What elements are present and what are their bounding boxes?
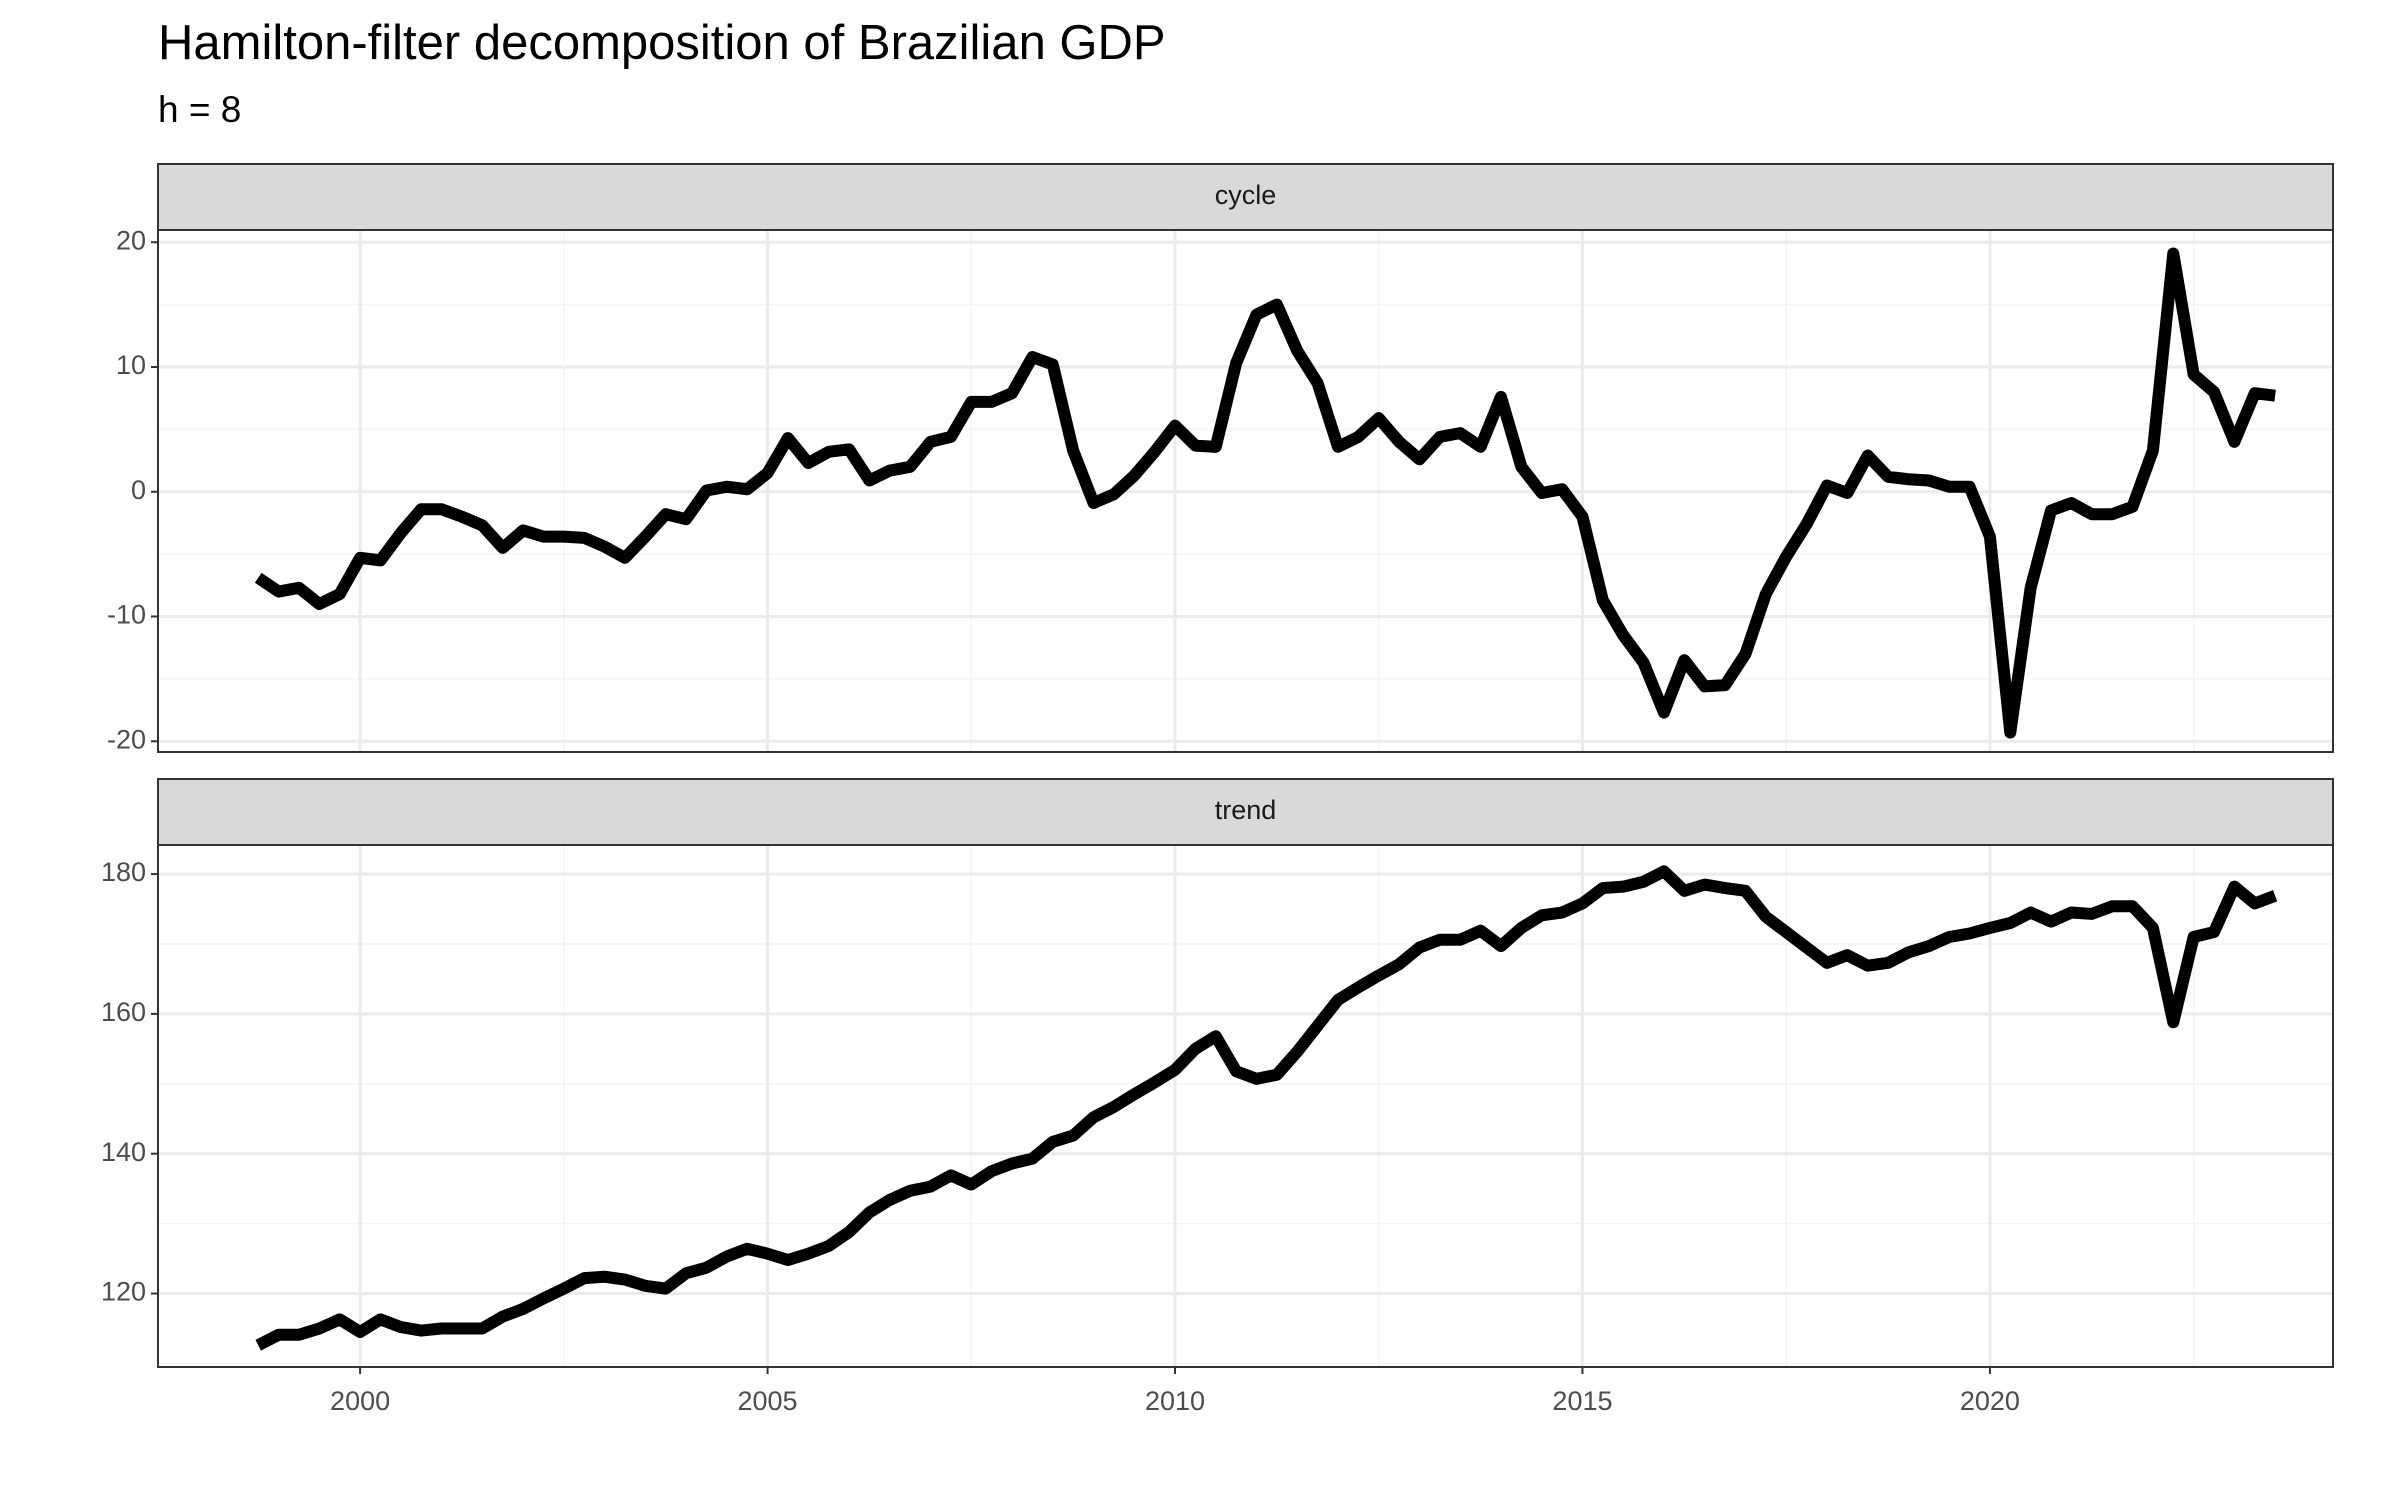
data-line <box>255 865 2278 1351</box>
y-tick-label: 180 <box>101 857 146 887</box>
y-tick-label: -10 <box>107 600 146 630</box>
x-tick-label: 2000 <box>330 1386 390 1416</box>
y-tick-label: -20 <box>107 724 146 754</box>
x-tick-label: 2020 <box>1960 1386 2020 1416</box>
x-tick-label: 2015 <box>1552 1386 1612 1416</box>
y-tick-label: 160 <box>101 997 146 1027</box>
x-tick-label: 2005 <box>738 1386 798 1416</box>
panel-border <box>157 844 2334 1368</box>
y-tick-label: 20 <box>116 225 146 255</box>
chart-title: Hamilton-filter decomposition of Brazili… <box>158 16 1166 70</box>
strip-label: trend <box>1215 795 1277 825</box>
y-tick-label: 10 <box>116 350 146 380</box>
data-line <box>254 247 2276 739</box>
strip <box>157 163 2334 231</box>
y-tick-label: 120 <box>101 1277 146 1307</box>
y-tick-label: 0 <box>131 475 146 505</box>
x-tick-label: 2010 <box>1145 1386 1205 1416</box>
strip-label: cycle <box>1215 180 1277 210</box>
y-tick-label: 140 <box>101 1137 146 1167</box>
chart-subtitle: h = 8 <box>158 89 241 130</box>
